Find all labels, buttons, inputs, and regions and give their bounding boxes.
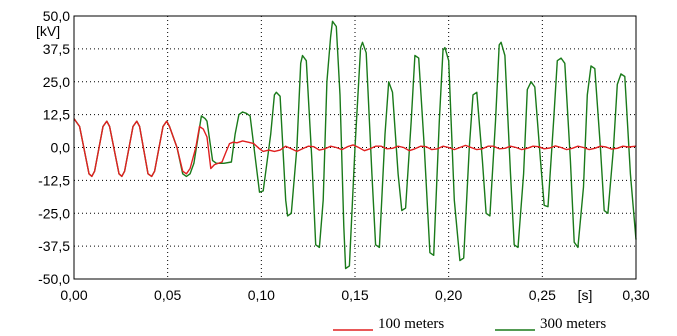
y-tick-label: 37,5 xyxy=(43,41,70,57)
x-tick-label: 0,30 xyxy=(622,287,649,303)
series-lines xyxy=(73,20,637,270)
x-axis-label-background xyxy=(574,287,596,303)
x-tick-label: 0,05 xyxy=(154,287,181,303)
series-line xyxy=(73,20,637,270)
y-tick-labels: 50,0 37,5 25,0 12,5 0,0 -12,5 -25,0 -37,5 -50,0 xyxy=(38,8,70,287)
y-tick-label: 12,5 xyxy=(43,107,70,123)
plot-frame xyxy=(73,15,637,280)
x-tick-label: 0,25 xyxy=(529,287,556,303)
y-tick-label: 0,0 xyxy=(51,140,71,156)
x-tick-label: 0,15 xyxy=(341,287,368,303)
y-tick-label: -12,5 xyxy=(38,172,70,188)
x-tick-label: 0,20 xyxy=(435,287,462,303)
y-axis-label: [kV] xyxy=(36,23,60,39)
legend-label: 300 meters xyxy=(540,316,606,332)
x-tick-label: 0,00 xyxy=(60,287,87,303)
y-tick-label: -50,0 xyxy=(38,271,70,287)
x-tick-label: 0,10 xyxy=(248,287,275,303)
y-tick-label: -37,5 xyxy=(38,238,70,254)
x-axis-label: [s] xyxy=(578,287,593,303)
legend: 100 meters 300 meters xyxy=(333,316,606,332)
y-tick-label: -25,0 xyxy=(38,205,70,221)
y-tick-label: 25,0 xyxy=(43,74,70,90)
legend-label: 100 meters xyxy=(378,316,444,332)
series-line xyxy=(73,118,637,178)
y-tick-label: 50,0 xyxy=(43,8,70,24)
x-tick-labels: 0,00 0,05 0,10 0,15 0,20 0,25 0,30 xyxy=(60,287,649,303)
